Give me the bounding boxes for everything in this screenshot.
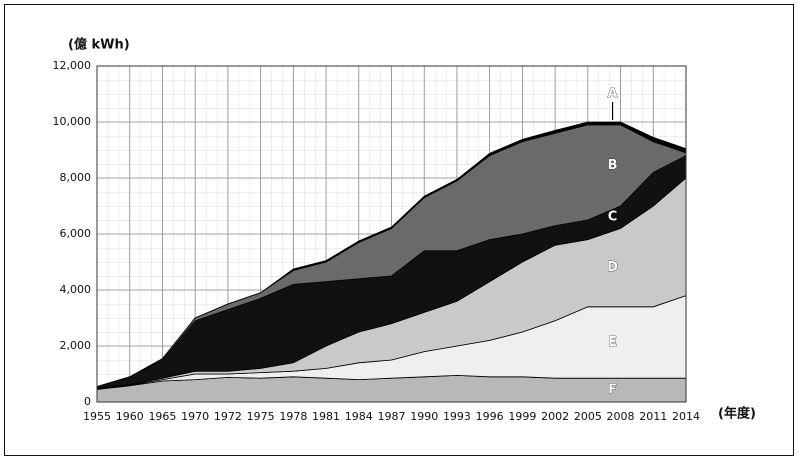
y-axis-label: (億 kWh) <box>68 37 130 53</box>
x-tick-label: 2014 <box>672 410 700 423</box>
y-tick-label: 12,000 <box>53 59 92 72</box>
x-tick-label: 1955 <box>83 410 111 423</box>
x-tick-label: 1987 <box>378 410 406 423</box>
x-tick-label: 1970 <box>181 410 209 423</box>
series-label: F <box>608 383 617 398</box>
x-tick-label: 2002 <box>541 410 569 423</box>
series-label: C <box>608 210 618 225</box>
series-label: D <box>607 260 618 275</box>
y-tick-label: 8,000 <box>60 171 92 184</box>
x-axis-label: (年度) <box>718 406 756 422</box>
x-tick-label: 1999 <box>508 410 536 423</box>
y-tick-label: 10,000 <box>53 115 92 128</box>
x-tick-label: 2008 <box>607 410 635 423</box>
x-tick-label: 1975 <box>247 410 275 423</box>
y-tick-label: 4,000 <box>60 283 92 296</box>
series-label: A <box>608 87 618 102</box>
x-tick-label: 1984 <box>345 410 373 423</box>
plot-border <box>96 65 687 403</box>
x-tick-label: 1978 <box>279 410 307 423</box>
x-tick-label: 2005 <box>574 410 602 423</box>
x-tick-label: 2011 <box>639 410 667 423</box>
y-tick-label: 6,000 <box>60 227 92 240</box>
x-tick-label: 1960 <box>116 410 144 423</box>
series-label: E <box>608 335 617 350</box>
series-label: B <box>608 158 618 173</box>
x-tick-label: 1972 <box>214 410 242 423</box>
y-tick-label: 2,000 <box>60 339 92 352</box>
x-tick-label: 1990 <box>410 410 438 423</box>
x-tick-label: 1996 <box>476 410 504 423</box>
frame <box>4 4 794 456</box>
x-tick-label: 1965 <box>148 410 176 423</box>
x-tick-label: 1981 <box>312 410 340 423</box>
x-tick-label: 1993 <box>443 410 471 423</box>
y-tick-label: 0 <box>84 395 91 408</box>
